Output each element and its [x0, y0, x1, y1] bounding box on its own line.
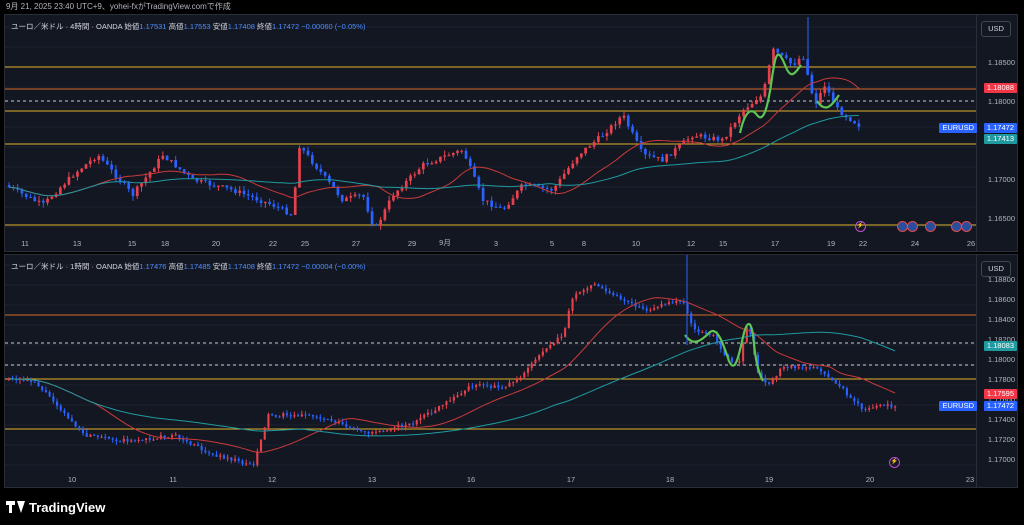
time-axis-label: 23 [965, 475, 975, 484]
price-axis-label: 1.17000 [987, 175, 1015, 184]
price-axis-label: 1.18000 [987, 355, 1015, 364]
currency-button[interactable]: USD [981, 261, 1011, 277]
candles-1h [5, 255, 977, 468]
high-label: 高値 [168, 262, 184, 271]
price-tag-teal: 1.18083 [983, 341, 1017, 351]
economic-event-icon[interactable] [907, 221, 918, 232]
tradingview-logo-icon [6, 501, 25, 513]
price-axis-label: 1.18500 [987, 58, 1015, 67]
time-axis-label: 10 [67, 475, 77, 484]
time-axis-label: 19 [826, 239, 836, 248]
price-axis-label: 1.17800 [987, 375, 1015, 384]
event-lightning-icon[interactable]: ⚡ [855, 221, 866, 232]
price-axis-1h[interactable]: USD 1.18800 1.18600 1.18400 1.18200 1.18000 1… [976, 255, 1017, 487]
price-axis-label: 1.17200 [987, 435, 1015, 444]
symbol-title: ユーロ／米ドル · 1時間 · OANDA [11, 262, 123, 271]
time-axis-label: 26 [966, 239, 976, 248]
time-axis-label: 27 [351, 239, 361, 248]
time-axis-label: 17 [770, 239, 780, 248]
high-label: 高値 [168, 22, 184, 31]
low-label: 安値 [212, 262, 228, 271]
close-value: 1.17472 [272, 22, 300, 31]
time-axis-label: 12 [686, 239, 696, 248]
currency-button[interactable]: USD [981, 21, 1011, 37]
low-value: 1.17408 [227, 262, 255, 271]
time-axis-label: 5 [549, 239, 555, 248]
chart-area-1h[interactable]: ユーロ／米ドル · 1時間 · OANDA 始値1.17476 高値1.1748… [5, 255, 977, 487]
economic-event-icon[interactable] [961, 221, 972, 232]
time-axis-label: 29 [407, 239, 417, 248]
open-label: 始値 [124, 22, 140, 31]
time-axis-label: 13 [367, 475, 377, 484]
time-axis-label: 19 [764, 475, 774, 484]
open-value: 1.17531 [139, 22, 167, 31]
price-axis-label: 1.18600 [987, 295, 1015, 304]
low-label: 安値 [212, 22, 228, 31]
time-axis-label: 18 [160, 239, 170, 248]
header-caption: 9月 21, 2025 23:40 UTC+9、yohei-fxがTrading… [0, 0, 1024, 14]
time-axis-label: 8 [581, 239, 587, 248]
price-tag-teal: 1.17413 [983, 134, 1017, 144]
last-price-tag: 1.17472 [983, 123, 1017, 133]
time-axis-label: 20 [865, 475, 875, 484]
chart-panel-4h[interactable]: ユーロ／米ドル · 4時間 · OANDA 始値1.17531 高値1.1755… [4, 14, 1018, 262]
close-value: 1.17472 [272, 262, 300, 271]
chart-panel-1h[interactable]: ユーロ／米ドル · 1時間 · OANDA 始値1.17476 高値1.1748… [4, 254, 1018, 488]
time-axis-label: 22 [858, 239, 868, 248]
economic-event-icon[interactable] [925, 221, 936, 232]
price-axis-label: 1.17400 [987, 415, 1015, 424]
price-axis-label: 1.18800 [987, 275, 1015, 284]
time-axis-label: 15 [718, 239, 728, 248]
last-price-tag: 1.17472 [983, 401, 1017, 411]
price-axis-label: 1.18000 [987, 97, 1015, 106]
time-axis-label: 3 [493, 239, 499, 248]
change-value: −0.00060 (−0.05%) [301, 22, 366, 31]
time-axis-label: 25 [300, 239, 310, 248]
time-axis-label: 10 [631, 239, 641, 248]
price-axis-label: 1.17600 [987, 395, 1015, 404]
symbol-legend-4h: ユーロ／米ドル · 4時間 · OANDA 始値1.17531 高値1.1755… [11, 21, 365, 32]
chart-area-4h[interactable]: ユーロ／米ドル · 4時間 · OANDA 始値1.17531 高値1.1755… [5, 15, 977, 251]
time-axis-label: 11 [21, 239, 29, 248]
close-label: 終値 [257, 22, 273, 31]
price-tag-red: 1.18088 [983, 83, 1017, 93]
time-axis-label: 12 [267, 475, 277, 484]
time-axis-label: 17 [566, 475, 576, 484]
close-label: 終値 [257, 262, 273, 271]
time-axis-label: 16 [466, 475, 476, 484]
open-label: 始値 [124, 262, 140, 271]
high-value: 1.17485 [183, 262, 211, 271]
price-axis-label: 1.18400 [987, 315, 1015, 324]
price-axis-label: 1.17000 [987, 455, 1015, 464]
symbol-tag: EURUSD [939, 123, 977, 133]
symbol-tag: EURUSD [939, 401, 977, 411]
time-axis-label: 15 [127, 239, 137, 248]
footer-brand: TradingView [6, 496, 105, 518]
open-value: 1.17476 [139, 262, 167, 271]
low-value: 1.17408 [227, 22, 255, 31]
time-axis-label: 20 [211, 239, 221, 248]
price-axis-4h[interactable]: USD 1.185001.180001.175001.170001.165001… [976, 15, 1017, 262]
candles-4h [5, 17, 977, 230]
time-axis-label: 22 [268, 239, 278, 248]
symbol-legend-1h: ユーロ／米ドル · 1時間 · OANDA 始値1.17476 高値1.1748… [11, 261, 365, 272]
change-value: −0.00004 (−0.00%) [301, 262, 366, 271]
price-axis-label: 1.18200 [987, 335, 1015, 344]
time-axis-label: 24 [910, 239, 920, 248]
event-lightning-icon[interactable]: ⚡ [889, 457, 900, 468]
symbol-title: ユーロ／米ドル · 4時間 · OANDA [11, 22, 123, 31]
time-axis-label: 13 [72, 239, 82, 248]
price-axis-label: 1.16500 [987, 214, 1015, 223]
brand-name: TradingView [29, 499, 106, 515]
high-value: 1.17553 [183, 22, 211, 31]
time-axis-label: 11 [169, 475, 177, 484]
time-axis-label: 18 [665, 475, 675, 484]
time-axis-label: 9月 [439, 238, 451, 247]
price-tag-red: 1.17595 [983, 389, 1017, 399]
